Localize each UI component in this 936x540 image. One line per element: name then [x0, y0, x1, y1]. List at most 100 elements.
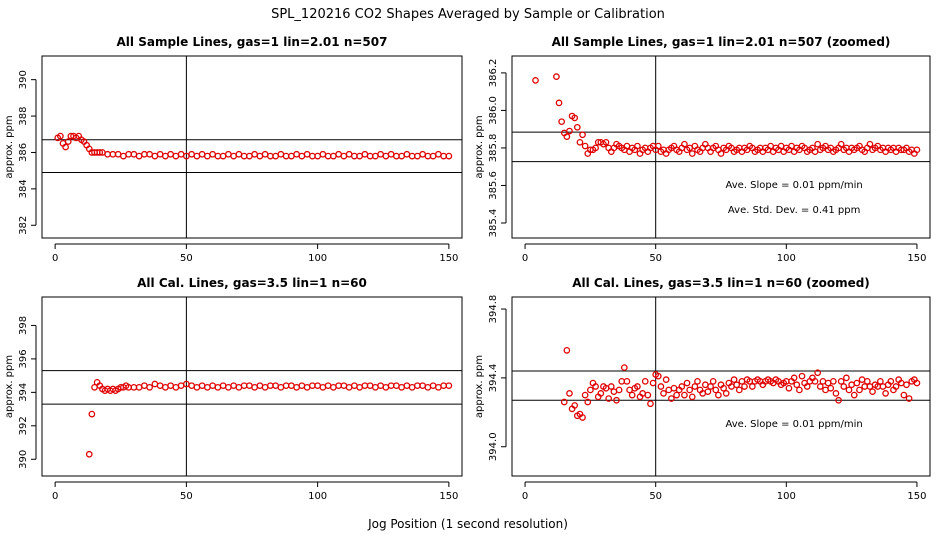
- data-point: [607, 383, 615, 390]
- data-point: [641, 377, 649, 385]
- data-point: [288, 152, 295, 160]
- data-point: [715, 391, 722, 399]
- data-point: [573, 123, 581, 131]
- y-tick-label: 398: [18, 316, 29, 335]
- data-point: [587, 386, 594, 394]
- data-point: [683, 379, 691, 387]
- panel-title: All Cal. Lines, gas=3.5 lin=1 n=60: [137, 276, 367, 290]
- data-point: [662, 376, 670, 383]
- data-point: [330, 383, 337, 391]
- data-point: [246, 382, 253, 390]
- data-point: [345, 383, 353, 391]
- data-point: [64, 138, 72, 145]
- data-point: [272, 382, 279, 390]
- data-point: [840, 383, 848, 390]
- y-tick-label: 385.4: [488, 209, 499, 238]
- panel-2: All Sample Lines, gas=1 lin=2.01 n=507 (…: [474, 35, 931, 264]
- data-point: [214, 383, 222, 391]
- x-tick-label: 0: [52, 253, 58, 264]
- data-point: [267, 382, 274, 390]
- data-point: [204, 152, 211, 160]
- data-point: [717, 150, 725, 157]
- y-tick-label: 385.8: [488, 134, 499, 163]
- y-tick-label: 390: [18, 70, 29, 89]
- x-tick-label: 0: [522, 253, 528, 264]
- data-point: [114, 150, 122, 158]
- data-point: [230, 382, 237, 390]
- data-point: [146, 383, 153, 391]
- data-point: [660, 390, 667, 397]
- annotation-text: Ave. Std. Dev. = 0.41 ppm: [728, 205, 860, 216]
- data-point: [377, 150, 384, 158]
- data-point: [704, 388, 712, 396]
- data-point: [240, 152, 248, 160]
- data-point: [681, 140, 688, 148]
- data-point: [681, 391, 688, 399]
- data-point: [688, 393, 696, 401]
- data-point: [298, 382, 306, 390]
- data-point: [256, 382, 264, 390]
- data-point: [654, 142, 662, 150]
- data-point: [785, 384, 793, 392]
- data-point: [905, 395, 913, 402]
- data-point: [435, 383, 442, 391]
- data-point: [288, 382, 295, 390]
- data-point: [892, 383, 900, 390]
- data-point: [566, 127, 573, 135]
- data-point: [198, 150, 206, 158]
- data-point: [581, 391, 589, 399]
- y-tick-label: 386.0: [488, 96, 499, 125]
- data-point: [403, 150, 411, 158]
- data-point: [277, 150, 285, 158]
- panel-title: All Sample Lines, gas=1 lin=2.01 n=507 (…: [552, 35, 891, 49]
- data-point: [366, 382, 374, 390]
- data-point: [712, 386, 720, 394]
- data-point: [225, 383, 232, 391]
- data-point: [657, 383, 665, 390]
- data-point: [340, 152, 348, 160]
- data-point: [62, 143, 69, 151]
- data-point: [393, 152, 400, 160]
- data-point: [445, 152, 453, 160]
- data-point: [597, 390, 605, 397]
- data-point: [85, 450, 93, 458]
- data-point: [673, 391, 680, 399]
- data-point: [267, 152, 274, 160]
- data-point: [151, 380, 159, 388]
- data-point: [309, 152, 316, 160]
- x-tick-label: 100: [308, 253, 327, 264]
- data-point: [634, 142, 641, 150]
- data-point: [282, 152, 290, 160]
- plot-frame: [511, 296, 931, 477]
- data-point: [435, 150, 442, 158]
- data-point: [345, 150, 353, 158]
- data-point: [361, 150, 369, 158]
- x-tick-label: 150: [907, 253, 926, 264]
- data-point: [256, 152, 264, 160]
- x-tick-label: 100: [777, 491, 796, 502]
- data-point: [668, 395, 675, 402]
- x-tick-label: 0: [52, 491, 58, 502]
- data-point: [613, 396, 620, 404]
- data-point: [903, 381, 910, 389]
- data-point: [251, 150, 258, 158]
- data-point: [135, 152, 143, 160]
- data-point: [835, 396, 842, 404]
- data-point: [156, 150, 164, 158]
- data-points: [85, 378, 453, 458]
- x-tick-label: 150: [907, 491, 926, 502]
- data-point: [130, 383, 138, 391]
- y-tick-label: 386.2: [488, 59, 499, 88]
- data-point: [125, 150, 132, 158]
- data-point: [877, 377, 884, 385]
- x-tick-label: 150: [439, 253, 458, 264]
- y-tick-label: 384: [18, 179, 29, 198]
- data-point: [351, 152, 358, 160]
- data-point: [225, 150, 232, 158]
- data-point: [130, 150, 138, 158]
- data-point: [314, 152, 321, 160]
- plot-frame: [41, 296, 463, 477]
- data-point: [829, 377, 837, 385]
- data-point: [277, 383, 285, 391]
